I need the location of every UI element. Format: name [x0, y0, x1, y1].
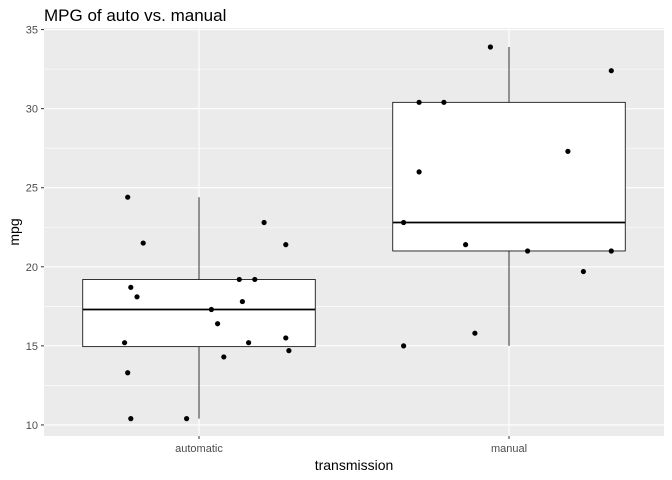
data-point: [401, 219, 407, 226]
data-point: [608, 248, 614, 254]
data-point: [122, 340, 128, 346]
data-point: [221, 354, 227, 360]
x-tick-label: manual: [491, 443, 527, 455]
point-layer: [122, 44, 614, 422]
data-point: [246, 340, 252, 346]
data-point: [472, 330, 478, 336]
box-iqr: [392, 101, 626, 252]
data-point: [134, 294, 140, 300]
y-tick-label: 35: [26, 25, 38, 37]
data-point: [487, 44, 493, 50]
data-point: [239, 298, 245, 305]
data-point: [283, 335, 289, 341]
data-point: [565, 148, 571, 154]
data-point: [208, 306, 214, 313]
data-point: [580, 268, 587, 275]
data-point: [286, 348, 292, 354]
data-point: [525, 248, 531, 254]
x-tick-label: automatic: [175, 443, 223, 455]
data-point: [236, 276, 242, 283]
data-point: [608, 68, 614, 74]
data-point: [416, 99, 422, 105]
chart-title: MPG of auto vs. manual: [44, 6, 227, 25]
data-point: [252, 276, 258, 283]
data-point: [125, 194, 131, 200]
data-point: [441, 99, 447, 105]
data-point: [128, 416, 134, 422]
y-tick-label: 10: [26, 420, 38, 432]
x-axis-title: transmission: [315, 457, 394, 473]
box-layer: [82, 46, 626, 419]
data-point: [261, 219, 267, 226]
axis-layer: 10 15 20 25 30 35 automatic manual: [26, 25, 527, 455]
y-axis-title: mpg: [6, 218, 22, 245]
data-point: [215, 321, 221, 327]
y-tick-label: 15: [26, 341, 38, 353]
data-point: [401, 343, 407, 349]
y-tick-label: 25: [26, 183, 38, 195]
y-tick-label: 20: [26, 262, 38, 274]
data-point: [184, 416, 190, 422]
data-point: [283, 242, 289, 248]
data-point: [463, 242, 469, 248]
y-tick-label: 30: [26, 104, 38, 116]
data-point: [128, 284, 134, 290]
box-iqr: [82, 279, 316, 348]
data-point: [125, 370, 131, 376]
data-point: [140, 240, 146, 246]
data-point: [416, 169, 422, 175]
